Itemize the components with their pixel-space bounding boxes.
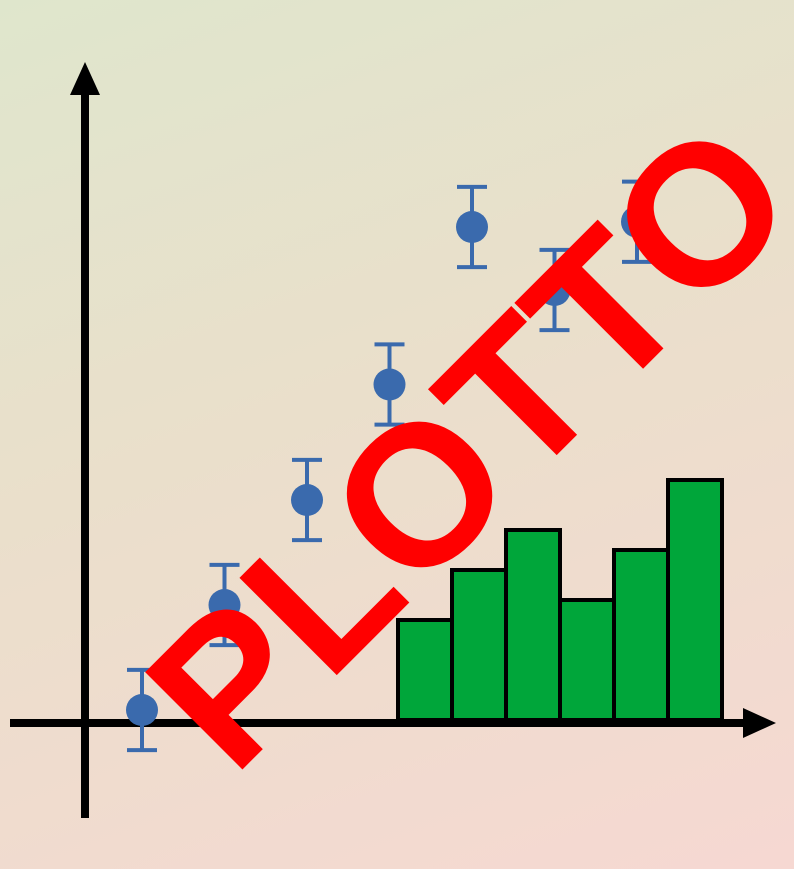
scatter-point-7 xyxy=(621,179,653,264)
scatter-point-2 xyxy=(208,562,241,648)
scatter-point-5 xyxy=(456,184,488,270)
histogram-bar-6 xyxy=(666,478,724,722)
data-point-marker xyxy=(373,368,406,401)
histogram-bars xyxy=(396,478,724,722)
histogram-bar-4 xyxy=(558,598,616,722)
scatter-point-1 xyxy=(126,667,158,753)
data-point-marker xyxy=(538,274,571,306)
x-axis-arrowhead xyxy=(743,708,776,738)
data-point-marker xyxy=(621,205,653,238)
data-point-marker xyxy=(208,589,241,621)
histogram-bar-5 xyxy=(612,548,670,722)
data-point-marker xyxy=(456,211,488,243)
scatter-points-with-error-bars xyxy=(126,179,653,753)
scatter-point-4 xyxy=(373,342,406,427)
data-point-marker xyxy=(291,484,323,516)
scatter-point-3 xyxy=(291,457,323,543)
scatter-point-6 xyxy=(538,247,571,333)
data-point-marker xyxy=(126,694,158,726)
y-axis-arrowhead xyxy=(70,62,100,95)
